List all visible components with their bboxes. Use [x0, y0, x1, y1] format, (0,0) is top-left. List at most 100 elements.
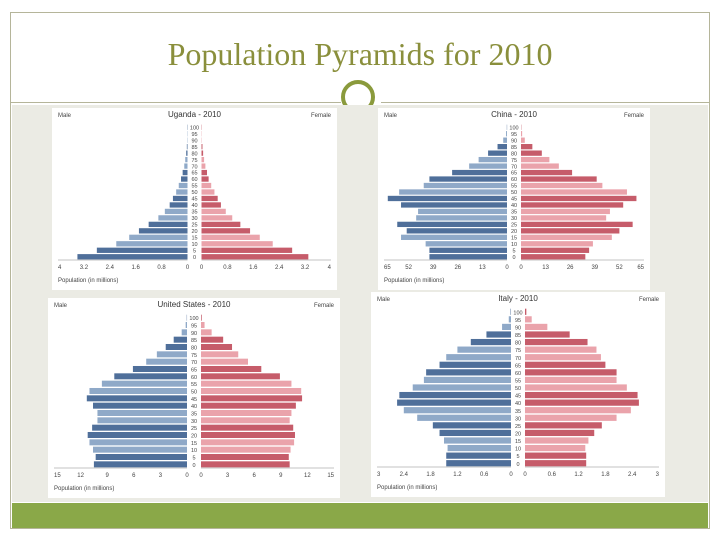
female-tick-label: 65 — [637, 265, 644, 271]
female-tick-label: 6 — [253, 473, 257, 479]
age-label: 65 — [191, 368, 197, 374]
male-tick-label: 3.2 — [80, 265, 89, 271]
male-bar — [502, 323, 511, 331]
age-label: 15 — [515, 439, 521, 445]
age-label: 95 — [515, 318, 521, 324]
age-label: 70 — [511, 164, 517, 170]
footer-accent-bar — [12, 503, 708, 528]
female-bar — [201, 195, 218, 202]
age-label: 80 — [191, 346, 197, 352]
male-bar — [412, 384, 511, 391]
male-bar — [129, 234, 188, 240]
male-bar — [429, 254, 507, 260]
age-label: 75 — [191, 158, 197, 164]
female-bar — [521, 247, 590, 253]
age-label: 70 — [515, 356, 521, 362]
male-bar — [439, 361, 511, 368]
female-bar — [201, 453, 289, 461]
female-bar — [201, 387, 302, 395]
male-bar — [417, 414, 511, 421]
male-tick-label: 13 — [479, 265, 486, 271]
female-tick-label: 4 — [328, 265, 332, 271]
female-tick-label: 0 — [519, 265, 523, 271]
male-bar — [406, 228, 507, 234]
chart-title: Uganda - 2010 — [168, 110, 221, 119]
age-label: 15 — [511, 235, 517, 241]
male-bar — [93, 446, 187, 453]
age-label: 100 — [513, 310, 522, 316]
male-bar — [156, 351, 187, 358]
male-bar — [181, 329, 187, 336]
male-bar — [92, 424, 187, 431]
female-tick-label: 0 — [199, 473, 203, 479]
age-label: 85 — [515, 333, 521, 339]
male-tick-label: 1.2 — [453, 472, 462, 478]
female-bar — [201, 351, 239, 358]
age-label: 50 — [515, 386, 521, 392]
female-tick-label: 9 — [279, 473, 283, 479]
female-bar — [201, 343, 233, 351]
female-tick-label: 3.2 — [301, 265, 310, 271]
age-label: 60 — [511, 177, 517, 183]
female-bar — [201, 409, 292, 417]
male-bar — [138, 228, 188, 234]
age-label: 25 — [511, 223, 517, 229]
male-tick-label: 0 — [186, 265, 190, 271]
female-bar — [201, 215, 233, 221]
male-bar — [97, 409, 187, 417]
age-label: 70 — [191, 360, 197, 366]
male-bar — [185, 321, 187, 329]
x-axis-label: Population (in millions) — [54, 486, 114, 492]
male-bar — [457, 346, 511, 353]
female-bar — [201, 373, 280, 380]
female-bar — [521, 169, 573, 176]
male-bar — [429, 176, 507, 182]
male-tick-label: 15 — [54, 473, 61, 479]
age-label: 55 — [191, 382, 197, 388]
female-bar — [521, 176, 597, 182]
male-tick-label: 4 — [58, 265, 62, 271]
male-bar — [469, 163, 507, 169]
female-bar — [525, 460, 587, 467]
x-axis-label: Population (in millions) — [58, 278, 118, 284]
age-label: 65 — [511, 171, 517, 177]
age-label: 15 — [191, 441, 197, 447]
male-bar — [397, 221, 507, 228]
female-label: Female — [311, 113, 332, 119]
female-tick-label: 2.4 — [628, 472, 637, 478]
age-label: 30 — [191, 419, 197, 425]
male-bar — [446, 354, 511, 361]
female-bar — [521, 144, 533, 150]
female-bar — [201, 424, 294, 431]
male-bar — [452, 169, 507, 176]
male-bar — [181, 176, 188, 182]
male-tick-label: 0 — [505, 265, 509, 271]
female-bar — [201, 150, 204, 156]
female-bar — [201, 461, 290, 468]
female-bar — [201, 189, 215, 195]
female-bar — [201, 156, 205, 163]
female-bar — [201, 417, 290, 424]
female-tick-label: 0.6 — [548, 472, 557, 478]
male-bar — [173, 336, 187, 343]
female-bar — [201, 221, 241, 228]
female-bar — [521, 137, 525, 143]
male-bar — [446, 460, 511, 467]
male-tick-label: 26 — [454, 265, 461, 271]
male-bar — [158, 215, 188, 221]
male-bar — [96, 247, 188, 253]
male-bar — [497, 144, 507, 150]
male-bar — [508, 316, 511, 323]
male-bar — [426, 369, 511, 376]
female-bar — [525, 391, 638, 399]
age-label: 15 — [191, 235, 197, 241]
age-label: 10 — [511, 242, 517, 248]
female-bar — [525, 361, 606, 368]
female-bar — [525, 414, 617, 421]
female-bar — [521, 202, 624, 208]
male-bar — [114, 373, 187, 380]
age-label: 95 — [191, 324, 197, 330]
age-label: 35 — [191, 210, 197, 216]
male-bar — [77, 254, 188, 260]
